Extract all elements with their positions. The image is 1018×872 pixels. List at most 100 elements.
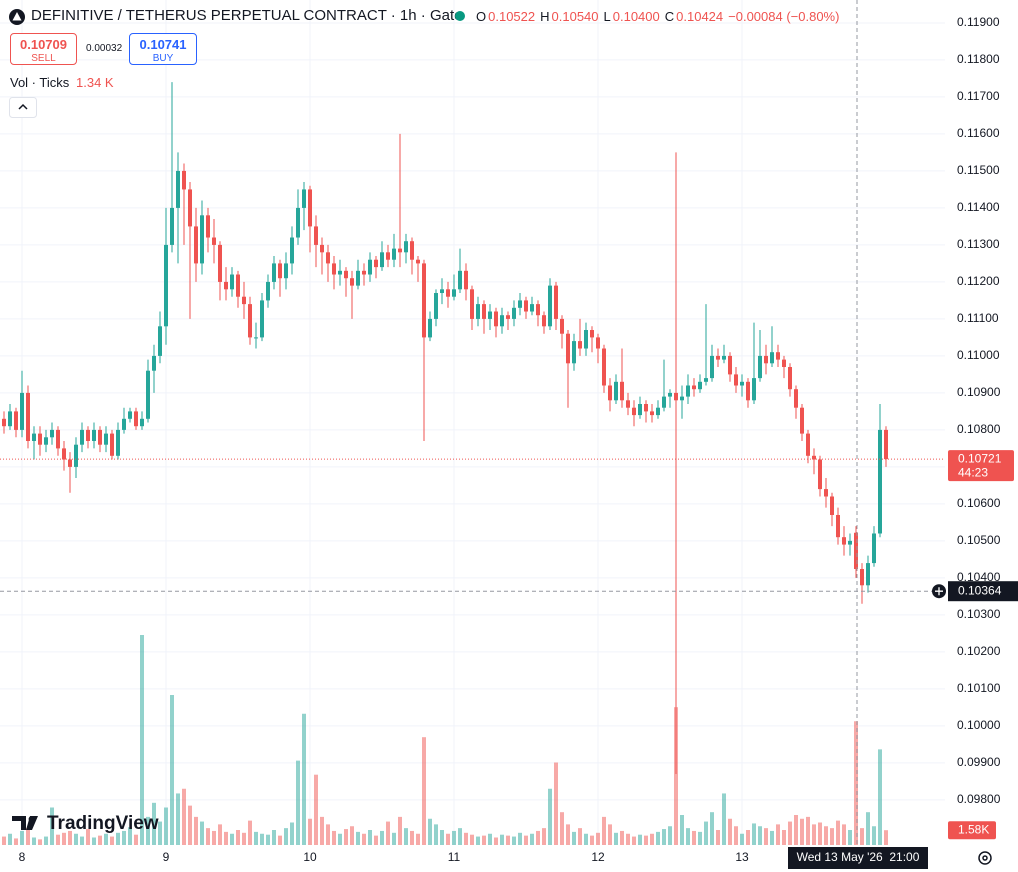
candle-body <box>266 281 270 301</box>
y-tick-label: 0.10200 <box>957 644 1001 658</box>
candle-body <box>98 429 102 445</box>
candle-body <box>686 385 690 397</box>
y-tick-label: 0.11000 <box>957 348 1000 362</box>
volume-bar <box>392 832 396 845</box>
candle-body <box>884 429 888 460</box>
candle-body <box>584 330 588 349</box>
volume-bar <box>56 834 60 845</box>
volume-bar <box>872 826 876 845</box>
candle-body <box>476 304 480 319</box>
buy-label: BUY <box>152 53 174 64</box>
volume-bar <box>260 833 264 845</box>
y-tick-label: 0.10000 <box>957 718 1001 732</box>
candle-body <box>194 226 198 264</box>
volume-bar <box>356 831 360 845</box>
candle-body <box>110 433 114 456</box>
candle-body <box>758 355 762 379</box>
y-tick-label: 0.11900 <box>957 15 1000 29</box>
crosshair-price-box <box>948 581 1018 602</box>
volume-bar <box>326 824 330 845</box>
symbol-title: DEFINITIVE / TETHERUS PERPETUAL CONTRACT… <box>31 7 463 24</box>
volume-bar <box>248 820 252 845</box>
candle-body <box>380 252 384 268</box>
volume-bar <box>224 831 228 845</box>
legend-key: O <box>476 9 487 24</box>
candle-body <box>488 311 492 319</box>
candle-body <box>470 289 474 319</box>
candle-body <box>302 189 306 208</box>
candle-body <box>632 407 636 416</box>
x-tick-label: 13 <box>735 850 749 864</box>
volume-bar <box>404 828 408 845</box>
volume-bar <box>710 812 714 845</box>
candle-body <box>392 248 396 260</box>
candle-body <box>326 252 330 264</box>
candle-body <box>878 429 882 534</box>
candle-body <box>518 300 522 308</box>
y-tick-label: 0.10500 <box>957 533 1001 547</box>
add-alert-button[interactable] <box>932 584 946 599</box>
candle-body <box>806 433 810 456</box>
volume-bar <box>212 830 216 845</box>
candle-body <box>206 215 210 238</box>
x-tick-label: 11 <box>448 850 461 864</box>
y-tick-label: 0.10600 <box>957 496 1001 510</box>
volume-bar <box>32 837 36 845</box>
buy-button[interactable]: 0.10741 BUY <box>129 33 197 65</box>
volume-bar <box>542 828 546 845</box>
candle-body <box>314 226 318 245</box>
volume-bar <box>512 836 516 845</box>
candle-body <box>620 381 624 401</box>
volume-bar <box>692 830 696 845</box>
candle-body <box>182 170 186 190</box>
y-tick-label: 0.10100 <box>957 681 1001 695</box>
settings-icon[interactable] <box>978 851 992 865</box>
candle-body <box>542 315 546 327</box>
legend-key: L <box>603 9 611 24</box>
candle-body <box>230 274 234 290</box>
volume-bar <box>830 828 834 845</box>
volume-bar <box>656 831 660 845</box>
sell-button[interactable]: 0.10709 SELL <box>10 33 77 65</box>
volume-bar <box>776 824 780 845</box>
volume-bar <box>26 828 30 845</box>
volume-bar <box>644 835 648 845</box>
volume-bar <box>836 820 840 845</box>
candle-body <box>8 411 12 427</box>
volume-bar <box>368 830 372 845</box>
candle-body <box>512 307 516 319</box>
candle-body <box>776 352 780 360</box>
volume-pane <box>2 635 888 845</box>
collapse-button[interactable] <box>9 97 37 118</box>
candle-body <box>494 311 498 327</box>
candle-body <box>14 411 18 430</box>
indicator-value: 1.34 K <box>76 75 114 90</box>
y-tick-label: 0.09900 <box>957 755 1001 769</box>
volume-bar <box>416 833 420 845</box>
volume-bar <box>284 828 288 845</box>
candle-body <box>26 392 30 441</box>
volume-bar <box>374 835 378 845</box>
volume-bar <box>236 830 240 845</box>
volume-bar <box>86 829 90 845</box>
candle-body <box>704 378 708 382</box>
volume-bar <box>866 812 870 845</box>
candle-body <box>644 404 648 412</box>
candle-body <box>668 392 672 397</box>
candle-body <box>572 341 576 364</box>
y-tick-label: 0.11200 <box>957 274 1000 288</box>
y-tick-label: 0.10900 <box>957 385 1001 399</box>
candle-body <box>560 318 564 334</box>
volume-bar <box>386 821 390 845</box>
volume-bar <box>482 835 486 845</box>
candle-body <box>626 400 630 408</box>
candle-body <box>404 241 408 253</box>
volume-bar <box>116 832 120 845</box>
volume-bar <box>662 829 666 845</box>
volume-bar <box>638 834 642 845</box>
volume-bar <box>668 826 672 845</box>
candle-body <box>836 514 840 538</box>
volume-bar <box>410 830 414 845</box>
candle-body <box>698 381 702 390</box>
volume-bar <box>50 807 54 845</box>
